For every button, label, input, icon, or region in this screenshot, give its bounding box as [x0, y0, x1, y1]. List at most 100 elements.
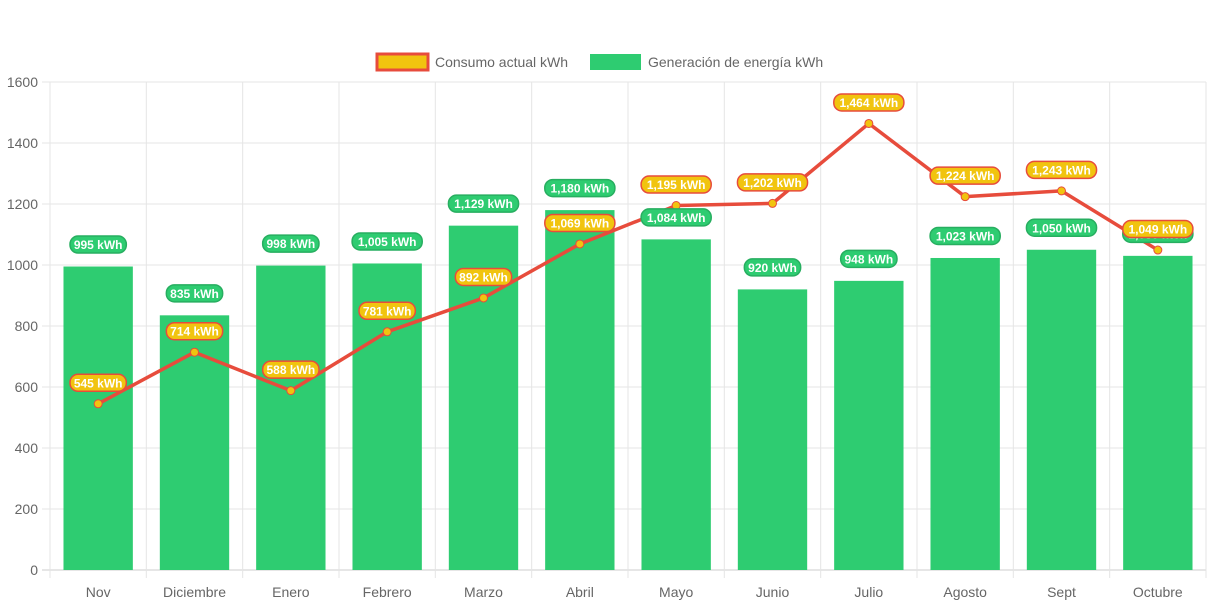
x-tick-label: Octubre [1133, 584, 1183, 600]
line-data-label-bg [261, 360, 320, 379]
legend-label-consumo: Consumo actual kWh [435, 54, 568, 70]
y-axis: 0 200 400 600 800 1000 1200 1400 1600 [7, 74, 38, 578]
bar-data-label: 1,050 kWh [1025, 218, 1098, 237]
bar-data-label-text: 995 kWh [74, 238, 123, 252]
legend-item-generacion[interactable]: Generación de energía kWh [590, 54, 823, 70]
x-tick-label: Agosto [943, 584, 987, 600]
bar-data-label: 995 kWh [69, 235, 128, 254]
x-tick-label: Marzo [464, 584, 503, 600]
bar [256, 265, 326, 570]
line-data-label-text: 1,464 kWh [839, 96, 898, 110]
line-data-label-text: 1,202 kWh [743, 176, 802, 190]
line-data-label: 588 kWh [261, 360, 320, 379]
bar-data-label: 1,084 kWh [640, 208, 712, 227]
line-data-label-text: 1,195 kWh [647, 178, 706, 192]
bar-data-label-bg [929, 226, 1001, 246]
line-data-label-bg [640, 175, 712, 194]
line-point [286, 386, 296, 396]
line-data-label: 714 kWh [165, 321, 224, 341]
bar-data-label: 1,005 kWh [351, 232, 423, 251]
line-data-label-bg [69, 373, 128, 393]
bar [1026, 249, 1097, 570]
line-data-label: 1,049 kWh [1122, 219, 1194, 239]
bar-data-label: 835 kWh [165, 284, 224, 303]
x-tick-label: Mayo [659, 584, 693, 600]
line-data-label-text: 781 kWh [363, 304, 412, 318]
bar-data-label-bg [839, 249, 898, 269]
y-tick-label: 1600 [7, 74, 38, 90]
bar-data-label: 998 kWh [261, 234, 320, 253]
y-tick-label: 600 [15, 379, 39, 395]
legend-label-generacion: Generación de energía kWh [648, 54, 823, 70]
line-point [382, 327, 392, 337]
bar [63, 266, 133, 570]
x-tick-label: Diciembre [163, 584, 226, 600]
bar-data-label: 1,129 kWh [447, 194, 520, 213]
bar-data-label-bg [743, 258, 802, 277]
y-tick-label: 200 [15, 501, 39, 517]
bar-data-label-text: 1,023 kWh [936, 229, 995, 243]
line-data-label-text: 545 kWh [74, 376, 123, 390]
line-data-label-text: 588 kWh [266, 363, 315, 377]
line-data-label: 1,202 kWh [736, 173, 809, 192]
bar-data-label-text: 920 kWh [748, 261, 797, 275]
line-data-label-bg [544, 213, 616, 233]
line-data-label-bg [454, 267, 513, 287]
line-data-label-text: 1,069 kWh [550, 216, 609, 230]
line-data-label: 1,069 kWh [544, 213, 616, 233]
legend-swatch-generacion [590, 54, 641, 70]
bar-data-label-text: 1,129 kWh [454, 197, 513, 211]
x-tick-label: Junio [756, 584, 790, 600]
line-data-label-bg [833, 93, 905, 112]
y-tick-label: 0 [30, 562, 38, 578]
bar-series [63, 210, 1193, 570]
line-data-label-text: 892 kWh [459, 270, 508, 284]
line-point [864, 118, 874, 128]
line-data-labels: 545 kWh 714 kWh 588 kWh 781 kWh 892 kWh 1,069… [69, 93, 1194, 393]
legend: Consumo actual kWh Generación de energía… [375, 52, 823, 72]
x-tick-label: Enero [272, 584, 310, 600]
x-axis: Nov Diciembre Enero Febrero Marzo Abril Mayo Ju… [86, 584, 1183, 600]
line-data-label-text: 1,049 kWh [1128, 223, 1187, 237]
line-data-label-bg [1025, 160, 1098, 180]
bar [1123, 255, 1193, 570]
line-point [190, 347, 199, 357]
bar [641, 239, 711, 570]
line-data-label-text: 1,243 kWh [1032, 163, 1091, 177]
bar-data-label-text: 1,005 kWh [358, 235, 417, 249]
line-data-label-text: 1,224 kWh [936, 169, 995, 183]
bar-data-label: 920 kWh [743, 258, 802, 277]
grid [42, 81, 1207, 578]
line-point [960, 192, 970, 202]
line-data-label: 1,243 kWh [1025, 160, 1098, 180]
line-data-label: 1,195 kWh [640, 175, 712, 194]
bar-data-label-bg [261, 234, 320, 253]
x-tick-label: Sept [1047, 584, 1076, 600]
bar-data-label-text: 1,050 kWh [1032, 221, 1091, 235]
bar-data-label-bg [1025, 218, 1098, 237]
bar-data-label-bg [640, 208, 712, 227]
line-point [1057, 186, 1066, 196]
x-tick-label: Nov [86, 584, 111, 600]
y-tick-label: 800 [15, 318, 39, 334]
bar [834, 280, 904, 570]
y-tick-label: 1200 [7, 196, 38, 212]
line-data-label-bg [358, 301, 417, 321]
line-data-label: 1,464 kWh [833, 93, 905, 112]
legend-item-consumo[interactable]: Consumo actual kWh [375, 52, 568, 72]
line-data-label: 545 kWh [69, 373, 128, 393]
bar-data-label-text: 835 kWh [170, 287, 219, 301]
bar-data-label: 948 kWh [839, 249, 898, 269]
line-series [93, 118, 1163, 409]
x-tick-label: Febrero [363, 584, 412, 600]
bar-data-label-bg [165, 284, 224, 303]
x-tick-label: Julio [854, 584, 883, 600]
line-data-label-text: 714 kWh [170, 325, 219, 339]
bar-data-label-text: 948 kWh [844, 252, 893, 266]
bar [159, 315, 230, 570]
line-data-label-bg [165, 321, 224, 341]
line-point [768, 198, 777, 208]
bar-data-label-bg [447, 194, 520, 213]
bar-data-label-text: 998 kWh [266, 237, 315, 251]
bar [930, 257, 1000, 570]
